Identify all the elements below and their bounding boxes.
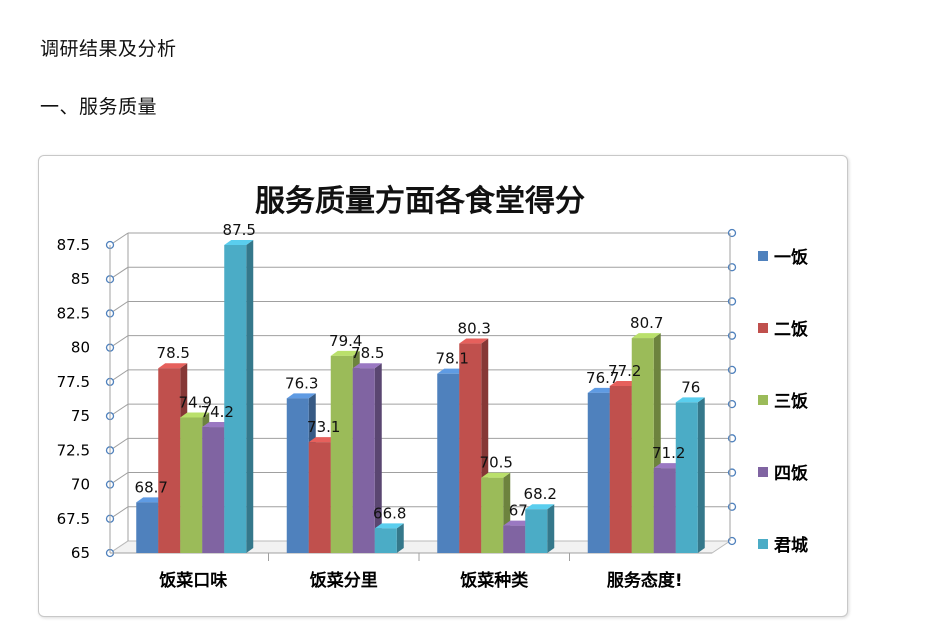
chart-title: 服务质量方面各食堂得分 [255,184,585,219]
bar [631,338,654,553]
bar-side [697,397,705,553]
legend-swatch [758,539,768,549]
legend-label: 君城 [774,536,808,556]
bar [609,385,632,553]
y-tick-label: 65 [71,544,90,562]
bar-top [481,472,511,478]
bar [330,355,353,553]
x-category-label: 服务态度! [607,570,683,591]
bar-top [308,437,338,443]
bar-top [459,338,489,344]
y-tick-label: 85 [71,270,90,288]
data-label: 71.2 [652,444,685,462]
y-tick-label: 67.5 [57,510,90,528]
data-label: 67 [509,502,528,520]
axes: 65 67.5 70 72.5 75 77.5 80 82.5 85 87.5 饭菜口味 饭菜分里 饭菜… [57,228,737,591]
data-label: 74.9 [179,393,212,411]
bar-top [609,380,639,386]
bar-top [158,363,188,369]
data-label: 76 [681,378,700,396]
bar [459,343,482,553]
data-label: 68.7 [135,478,168,496]
data-label: 87.5 [223,221,256,239]
bar-side [246,240,254,553]
bar [503,525,526,553]
legend-swatch [758,467,768,477]
bar [675,402,698,553]
y-tick-label: 82.5 [57,304,90,322]
bar-side [547,504,555,553]
subsection-heading: 一、服务质量 [40,96,158,118]
data-label: 77.2 [608,362,641,380]
y-tick-label: 87.5 [57,236,90,254]
data-label: 80.7 [630,314,663,332]
legend-label: 四饭 [774,463,808,484]
x-category-label: 饭菜种类 [459,570,529,591]
bar-top [631,333,661,339]
y-tick-label: 72.5 [57,441,90,459]
bar-top [525,504,555,510]
legend-label: 一饭 [774,247,808,268]
legend-swatch [758,251,768,261]
bar [525,509,548,553]
data-label: 70.5 [480,454,513,472]
bar [587,392,610,553]
bar [481,477,504,553]
bar [158,368,181,553]
bar-top [224,240,254,245]
bar [437,373,460,553]
legend-label: 二饭 [774,319,808,340]
x-category-label: 饭菜分里 [309,570,378,591]
legend-label: 三饭 [774,391,808,412]
bar-top [136,497,166,503]
bar-top [180,412,210,418]
bar-top [503,520,533,526]
data-label: 66.8 [373,504,406,522]
bar [352,368,375,553]
data-label: 79.4 [329,332,362,350]
data-label: 68.2 [524,485,557,503]
legend-swatch [758,395,768,405]
data-label: 78.1 [436,350,469,368]
bar-top [330,350,360,356]
bar [136,502,159,553]
bar [374,528,397,553]
x-category-label: 饭菜口味 [158,570,227,591]
data-label: 74.2 [201,403,234,421]
y-tick-label: 70 [71,476,90,494]
bar-top [352,363,382,369]
data-label: 78.5 [351,344,384,362]
bar [653,468,676,553]
bar-side [374,363,382,553]
bar [308,442,331,553]
data-label: 73.1 [307,418,340,436]
bar-side [396,523,404,553]
bar-top [587,387,617,393]
bar-top [653,463,683,469]
y-tick-label: 75 [71,407,90,425]
bar [286,398,309,553]
bar-top [437,368,467,374]
bar [224,245,247,553]
y-tick-label: 77.5 [57,373,90,391]
section-heading: 调研结果及分析 [40,38,177,60]
y-tick-label: 80 [71,339,90,357]
bar [202,427,225,553]
bar-top [202,422,232,428]
data-label: 80.3 [458,320,491,338]
bar-top [675,397,705,403]
legend-swatch [758,323,768,333]
data-labels: 68.778.574.974.287.576.373.179.478.566.8… [135,221,701,522]
bar-top [286,393,316,399]
data-label: 76.3 [285,374,318,392]
data-label: 78.5 [157,344,190,362]
data-label: 76.7 [586,369,619,387]
bars [136,240,705,553]
bar [180,417,203,553]
bar-top [374,523,404,529]
